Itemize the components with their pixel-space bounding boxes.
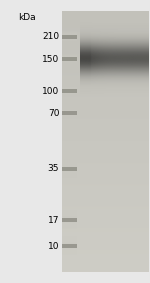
Text: 100: 100 — [42, 87, 59, 96]
Bar — [62, 111, 76, 115]
Bar — [62, 244, 76, 248]
Text: 10: 10 — [48, 242, 59, 251]
Bar — [62, 35, 76, 39]
Text: 150: 150 — [42, 55, 59, 64]
Bar — [62, 167, 76, 171]
Text: 210: 210 — [42, 32, 59, 41]
Bar — [62, 57, 76, 61]
Bar — [62, 11, 149, 272]
Text: kDa: kDa — [18, 13, 36, 22]
Text: 70: 70 — [48, 109, 59, 118]
Text: 17: 17 — [48, 216, 59, 225]
Bar — [62, 218, 76, 222]
Text: 35: 35 — [48, 164, 59, 173]
Bar — [62, 89, 76, 93]
